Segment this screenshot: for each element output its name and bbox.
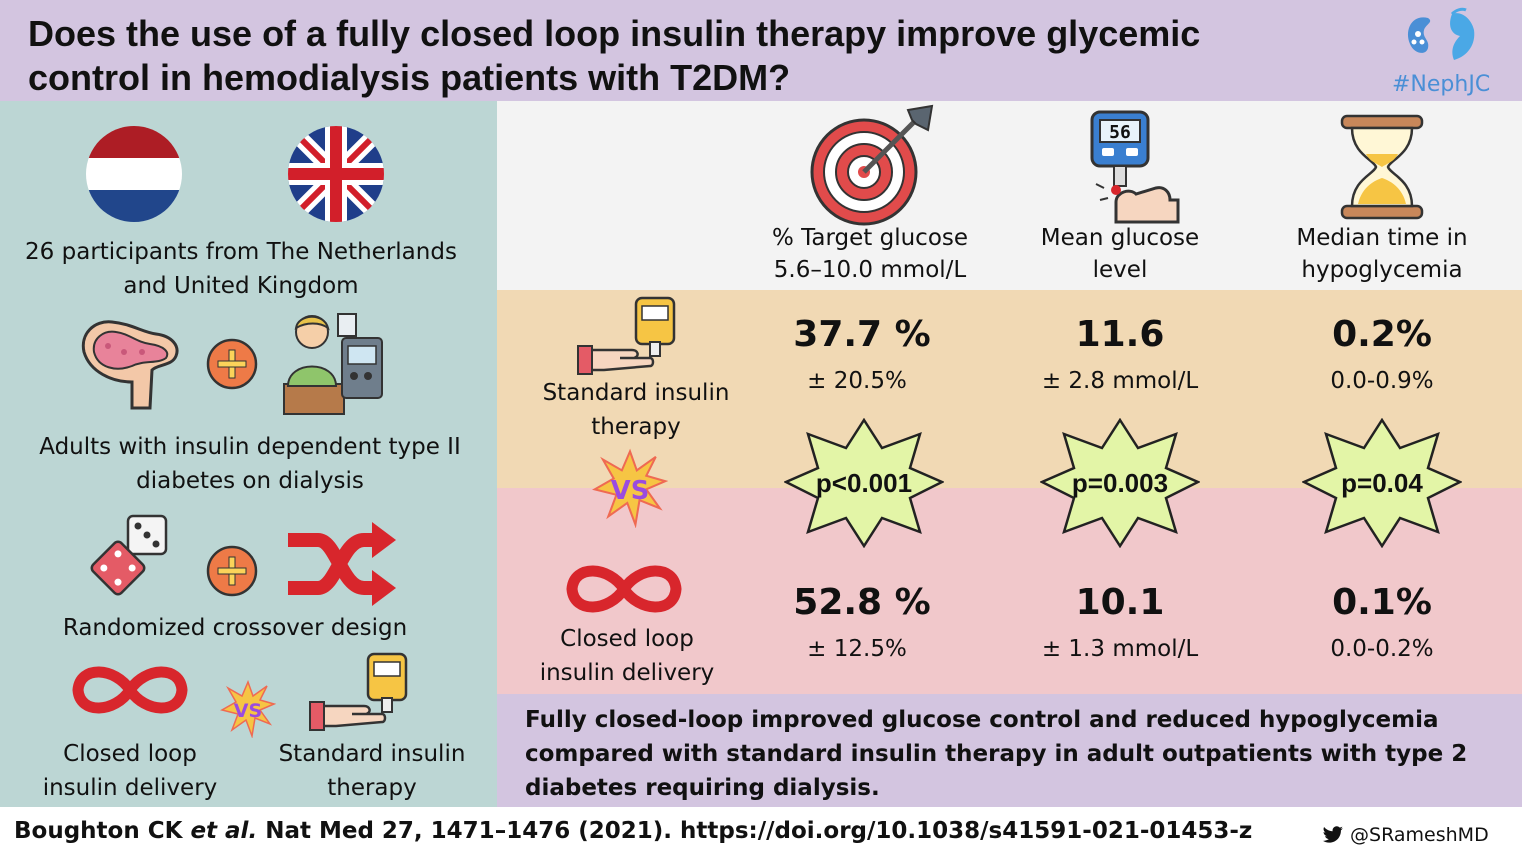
p-value-target: p<0.001 xyxy=(815,468,913,498)
netherlands-flag-icon xyxy=(86,126,182,222)
closed-mean-value: 10.1 xyxy=(1075,582,1165,623)
hourglass-icon xyxy=(1340,114,1424,220)
closed-median-value: 0.1% xyxy=(1332,582,1432,623)
star-burst-icon xyxy=(1302,418,1462,548)
glucose-meter-hand-icon xyxy=(309,652,408,731)
glucose-meter-icon: 56 xyxy=(1090,110,1180,224)
twitter-credit: @SRameshMD xyxy=(1322,824,1489,846)
plus-icon xyxy=(206,338,258,390)
patient-dialysis-icon xyxy=(283,313,383,415)
arm-standard-line-1: Standard insulin xyxy=(278,741,466,767)
participants-line-2: and United Kingdom xyxy=(123,273,359,299)
star-burst-icon xyxy=(784,418,944,548)
infinity-icon xyxy=(566,565,682,613)
standard-target-value: 37.7 % xyxy=(793,314,931,355)
twitter-handle[interactable]: @SRameshMD xyxy=(1350,824,1489,846)
citation-authors: Boughton CK xyxy=(14,818,191,844)
dice-icon xyxy=(90,514,168,596)
title-line-1: Does the use of a fully closed loop insu… xyxy=(28,13,1201,54)
population-text: Adults with insulin dependent type II di… xyxy=(20,430,480,498)
uk-flag-icon xyxy=(288,126,384,222)
star-burst-icon xyxy=(1040,418,1200,548)
column-header-mean: Mean glucose level xyxy=(1020,222,1220,286)
median-header-line-2: hypoglycemia xyxy=(1301,257,1463,283)
standard-mean-value: 11.6 xyxy=(1075,314,1165,355)
closed-mean-sd: ± 1.3 mmol/L xyxy=(1041,636,1199,662)
arm-standard-label: Standard insulin therapy xyxy=(268,737,476,805)
mean-header-line-2: level xyxy=(1092,257,1148,283)
pancreas-icon xyxy=(81,320,179,410)
vs-burst-icon: VS xyxy=(220,680,276,738)
arm-closed-label: Closed loop insulin delivery xyxy=(22,737,238,805)
participants-text: 26 participants from The Netherlands and… xyxy=(10,235,472,303)
citation: Boughton CK et al. Nat Med 27, 1471–1476… xyxy=(14,818,1252,844)
design-text: Randomized crossover design xyxy=(62,615,408,641)
mean-header-line-1: Mean glucose xyxy=(1040,225,1200,251)
standard-mean-sd: ± 2.8 mmol/L xyxy=(1041,368,1199,394)
page-title: Does the use of a fully closed loop insu… xyxy=(28,12,1348,100)
standard-row-label: Standard insulin therapy xyxy=(526,376,746,444)
population-line-1: Adults with insulin dependent type II xyxy=(39,434,461,460)
arm-closed-line-2: insulin delivery xyxy=(42,775,218,801)
p-value-median: p=0.04 xyxy=(1341,468,1423,498)
arm-closed-line-1: Closed loop xyxy=(63,741,197,767)
glucose-meter-hand-icon xyxy=(577,296,676,375)
conclusion-text: Fully closed-loop improved glucose contr… xyxy=(525,707,1468,801)
citation-etal: et al. xyxy=(190,818,258,844)
vs-burst-icon: VS xyxy=(592,448,668,528)
closed-label-line-1: Closed loop xyxy=(560,626,694,652)
closed-label-line-2: insulin delivery xyxy=(539,660,715,686)
citation-journal[interactable]: Nat Med 27, 1471–1476 (2021). https://do… xyxy=(257,818,1253,844)
population-line-2: diabetes on dialysis xyxy=(136,468,364,494)
closed-target-value: 52.8 % xyxy=(793,582,931,623)
median-header-line-1: Median time in xyxy=(1296,225,1468,251)
infinity-icon xyxy=(72,666,188,714)
twitter-bird-icon xyxy=(1322,826,1343,843)
standard-label-line-2: therapy xyxy=(591,414,681,440)
participants-line-1: 26 participants from The Netherlands xyxy=(25,239,457,265)
footer-band xyxy=(0,807,1522,856)
target-header-line-1: % Target glucose xyxy=(771,225,969,251)
meter-reading: 56 xyxy=(1109,122,1131,143)
hashtag-label: #NephJC xyxy=(1392,72,1491,97)
target-header-line-2: 5.6–10.0 mmol/L xyxy=(773,257,967,283)
vs-text: VS xyxy=(611,476,650,506)
standard-label-line-1: Standard insulin xyxy=(542,380,730,406)
arm-standard-line-2: therapy xyxy=(327,775,417,801)
standard-median-value: 0.2% xyxy=(1332,314,1432,355)
conclusion-band xyxy=(497,694,1522,807)
kidney-logo-icon xyxy=(1408,7,1475,60)
shuffle-icon xyxy=(288,522,396,606)
header-band xyxy=(0,0,1522,101)
standard-target-sd: ± 20.5% xyxy=(807,368,907,394)
plus-icon xyxy=(206,545,258,597)
target-icon xyxy=(810,104,934,226)
column-header-median: Median time in hypoglycemia xyxy=(1272,222,1492,286)
column-header-target: % Target glucose 5.6–10.0 mmol/L xyxy=(752,222,988,286)
title-line-2: control in hemodialysis patients with T2… xyxy=(28,57,791,98)
closed-target-sd: ± 12.5% xyxy=(807,636,907,662)
vs-text: VS xyxy=(234,700,262,722)
closed-median-range: 0.0-0.2% xyxy=(1330,636,1434,662)
closed-row-label: Closed loop insulin delivery xyxy=(516,622,738,690)
p-value-mean: p=0.003 xyxy=(1071,468,1169,498)
standard-median-range: 0.0-0.9% xyxy=(1330,368,1434,394)
